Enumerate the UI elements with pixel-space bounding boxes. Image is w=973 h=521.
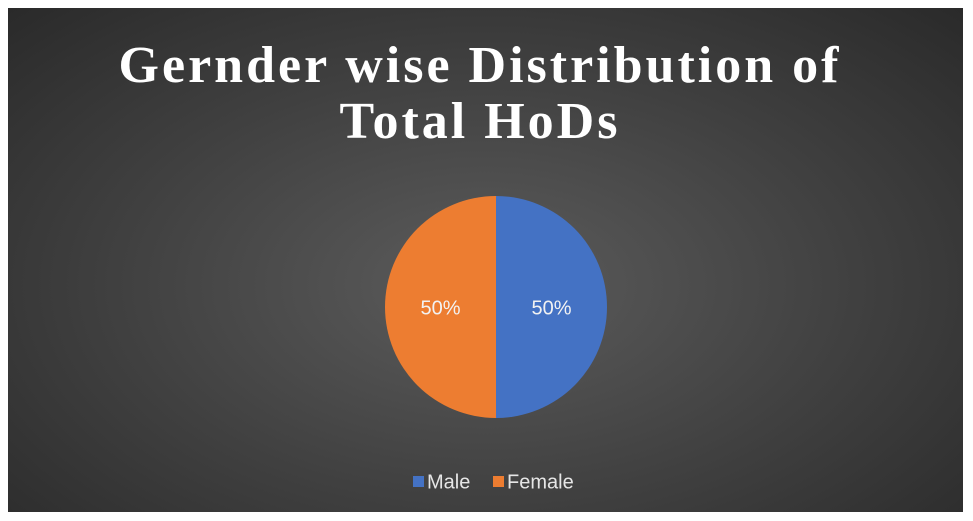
legend-label: Female <box>507 471 574 493</box>
data-label: 50% <box>420 297 460 319</box>
data-label: 50% <box>531 297 571 319</box>
pie-slice <box>496 196 607 418</box>
legend-label: Male <box>427 471 470 493</box>
legend-swatch <box>413 476 424 487</box>
chart-title: Gernder wise Distribution of Total HoDs <box>118 37 842 150</box>
pie-slice <box>385 196 496 418</box>
legend-swatch <box>493 476 504 487</box>
